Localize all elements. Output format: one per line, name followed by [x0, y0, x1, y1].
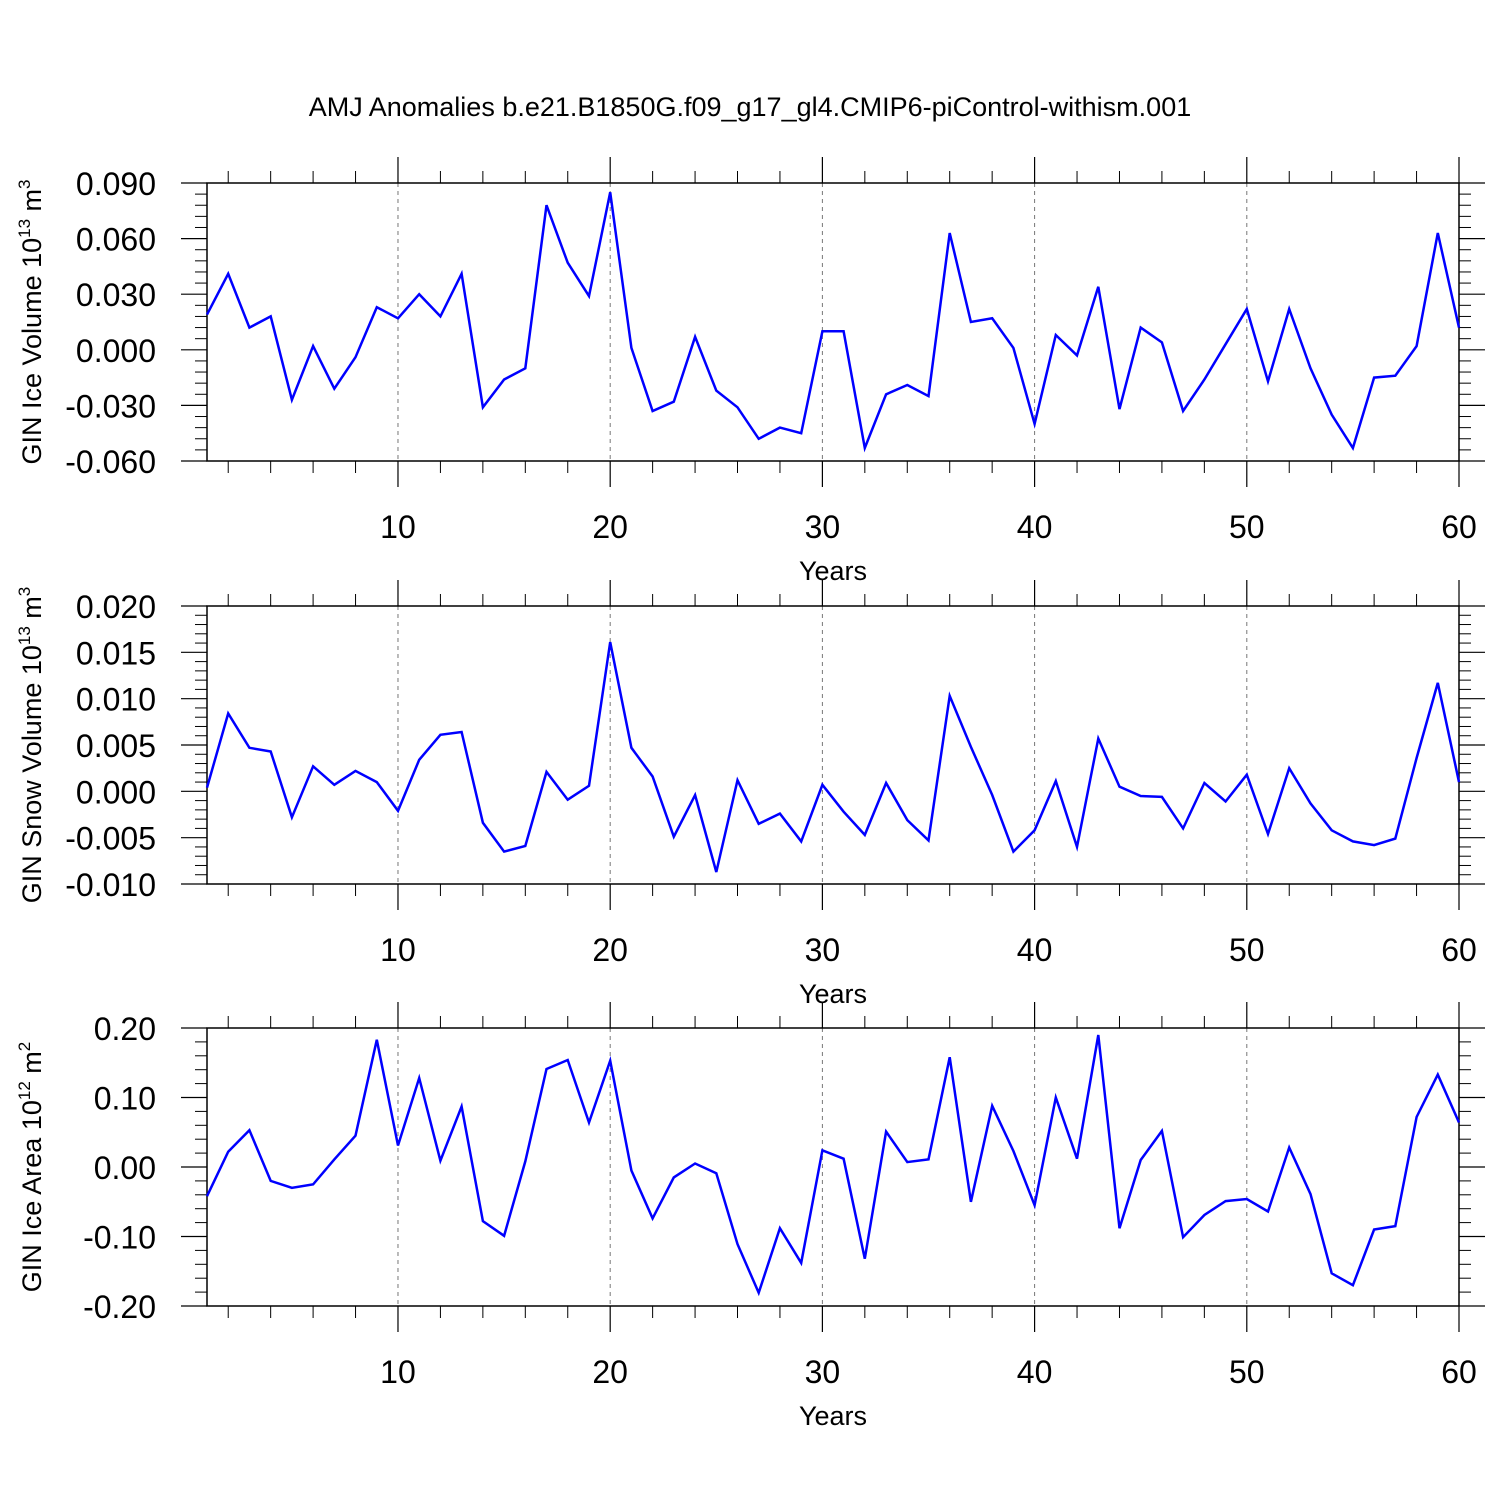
y-axis-title: GIN Snow Volume 1013 m3 — [15, 587, 47, 904]
chart-panel-3: 10 20 30 40 50 60 -0.20 -0.10 0.00 0.10 0.20 Years G… — [15, 1002, 1485, 1431]
x-tick-label: 20 — [592, 932, 628, 968]
y-tick-label: 0.030 — [76, 277, 156, 313]
y-axis-title: GIN Ice Volume 1013 m3 — [15, 179, 47, 464]
y-tick-label: 0.060 — [76, 222, 156, 258]
y-tick-label: 0.00 — [94, 1150, 156, 1186]
x-tick-label: 10 — [380, 509, 416, 545]
series-line — [205, 192, 1461, 453]
y-tick-label: 0.000 — [76, 333, 156, 369]
x-tick-label: 10 — [380, 932, 416, 968]
plot-frame — [206, 1027, 1460, 1307]
x-tick-label: 50 — [1229, 509, 1265, 545]
y-tick-label: -0.010 — [65, 867, 156, 903]
x-tick-label: 20 — [592, 509, 628, 545]
x-tick-label: 60 — [1441, 509, 1477, 545]
x-tick-label: 50 — [1229, 1354, 1265, 1390]
series-line — [205, 641, 1461, 873]
x-tick-label: 60 — [1441, 1354, 1477, 1390]
y-tick-label: 0.010 — [76, 682, 156, 718]
x-tick-label: 20 — [592, 1354, 628, 1390]
x-axis-title: Years — [799, 979, 867, 1009]
y-tick-label: 0.20 — [94, 1011, 156, 1047]
x-tick-label: 40 — [1017, 932, 1053, 968]
y-tick-label: 0.020 — [76, 589, 156, 625]
y-tick-label: 0.000 — [76, 774, 156, 810]
x-tick-label: 10 — [380, 1354, 416, 1390]
x-axis-title: Years — [799, 556, 867, 586]
chart-panel-1: 10 20 30 40 50 60 -0.060 -0.030 0.000 0.030 0.060 0… — [15, 157, 1485, 586]
x-axis-title: Years — [799, 1401, 867, 1431]
y-tick-label: 0.015 — [76, 635, 156, 671]
plot-frame — [206, 605, 1460, 885]
y-tick-label: 0.10 — [94, 1081, 156, 1117]
y-axis-title: GIN Ice Area 1012 m2 — [15, 1042, 47, 1293]
y-tick-label: -0.030 — [65, 388, 156, 424]
x-tick-label: 30 — [805, 932, 841, 968]
x-tick-label: 40 — [1017, 1354, 1053, 1390]
figure-title: AMJ Anomalies b.e21.B1850G.f09_g17_gl4.C… — [308, 92, 1192, 122]
y-tick-label: 0.005 — [76, 728, 156, 764]
y-tick-label: -0.005 — [65, 821, 156, 857]
y-tick-label: -0.20 — [83, 1289, 156, 1325]
plot-frame — [206, 182, 1460, 462]
series-line — [205, 1034, 1461, 1297]
x-tick-label: 60 — [1441, 932, 1477, 968]
x-tick-label: 30 — [805, 1354, 841, 1390]
y-tick-label: 0.090 — [76, 166, 156, 202]
chart-panel-2: 10 20 30 40 50 60 -0.010 -0.005 0.000 0.005 0.010 0… — [15, 580, 1485, 1009]
y-tick-label: -0.10 — [83, 1220, 156, 1256]
x-tick-label: 30 — [805, 509, 841, 545]
x-tick-label: 40 — [1017, 509, 1053, 545]
y-tick-label: -0.060 — [65, 444, 156, 480]
x-tick-label: 50 — [1229, 932, 1265, 968]
